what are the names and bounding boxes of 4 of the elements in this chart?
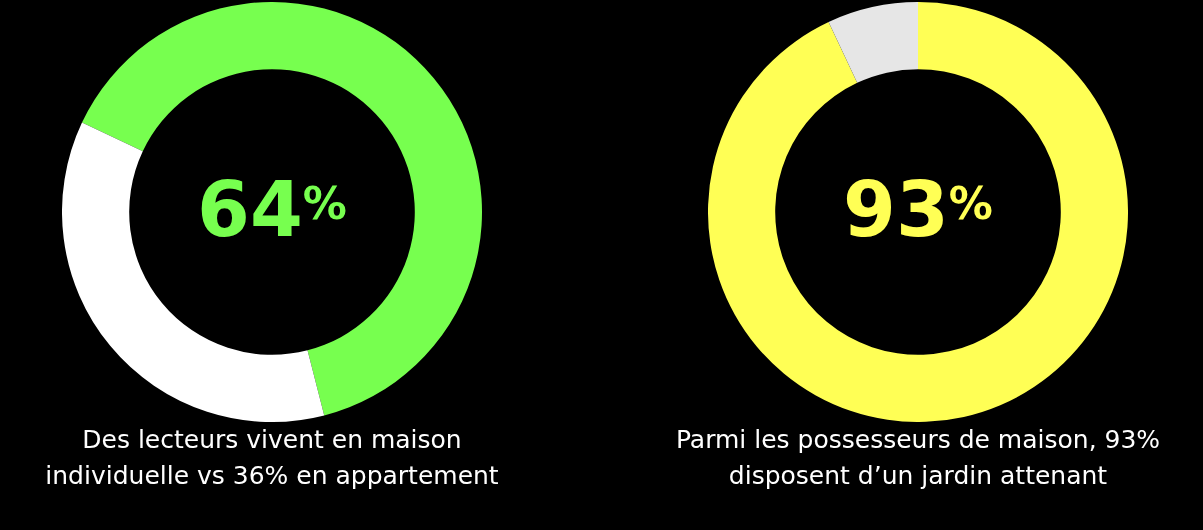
data-label: 93$^{%}$: [842, 164, 994, 256]
data-label: 64$^{%}$: [196, 164, 348, 256]
text: Des lecteurs vivent en maison individuelle vs 36% en appartement: [44, 424, 500, 492]
text: Parmi les possesseurs de maison, 93% disposent d’un jardin attenant: [674, 424, 1162, 492]
